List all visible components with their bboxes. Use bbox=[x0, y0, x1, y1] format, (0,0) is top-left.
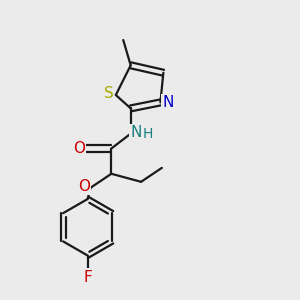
Text: H: H bbox=[143, 127, 153, 141]
Text: O: O bbox=[73, 141, 85, 156]
Text: O: O bbox=[78, 179, 90, 194]
Text: F: F bbox=[83, 270, 92, 285]
Text: N: N bbox=[130, 125, 142, 140]
Text: S: S bbox=[103, 86, 113, 101]
Text: N: N bbox=[162, 95, 173, 110]
